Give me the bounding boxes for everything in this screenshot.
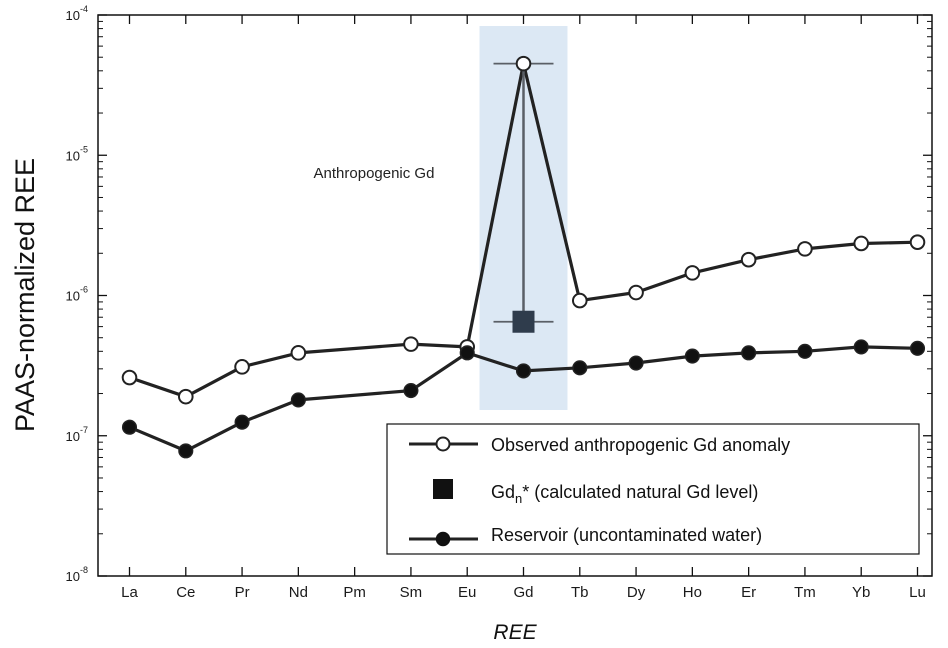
y-ticks: 10-8 10-7 10-6 10-5 10-4: [66, 4, 932, 584]
series-markers: [121, 55, 926, 459]
reservoir-point: [909, 340, 926, 356]
series-line-1: [128, 345, 918, 453]
reservoir-point: [234, 414, 250, 430]
observed-point: [684, 265, 701, 281]
legend-box: [386, 423, 920, 555]
observed-point: [234, 359, 250, 375]
observed-point: [740, 251, 757, 268]
reservoir-point: [121, 419, 138, 435]
legend: Observed anthropogenic Gd anomaly Gdn* (…: [386, 423, 920, 555]
reservoir-point: [459, 345, 475, 361]
y-tick-label: 10-4: [66, 4, 88, 23]
series-lines: [128, 61, 918, 453]
reservoir-point: [741, 345, 757, 361]
reservoir-point: [403, 383, 419, 399]
legend-label-reservoir: Reservoir (uncontaminated water): [491, 525, 762, 545]
x-tick-label: Lu: [909, 584, 926, 601]
observed-point: [515, 55, 532, 72]
observed-point: [403, 336, 419, 352]
x-tick-label: Ce: [176, 584, 195, 601]
observed-point: [121, 369, 138, 386]
x-tick-label: Ho: [683, 584, 702, 601]
gd-natural-marker: [493, 62, 554, 333]
reservoir-point: [290, 392, 306, 408]
observed-point: [290, 345, 307, 361]
reservoir-point: [628, 355, 644, 371]
observed-point: [177, 388, 194, 405]
x-tick-label: Nd: [289, 584, 308, 601]
x-tick-label: Gd: [513, 584, 533, 601]
reservoir-point: [853, 339, 869, 355]
annotation-anthropogenic-gd: Anthropogenic Gd: [314, 165, 435, 182]
observed-point: [909, 234, 926, 250]
x-tick-label: Tm: [794, 584, 816, 601]
legend-marker-gdn: [433, 479, 453, 499]
reservoir-point: [572, 360, 588, 376]
y-tick-label: 10-7: [66, 425, 88, 444]
gd-natural-square: [512, 310, 535, 333]
x-tick-label: Pr: [235, 584, 250, 601]
legend-label-observed: Observed anthropogenic Gd anomaly: [491, 435, 790, 455]
x-tick-label: Dy: [627, 584, 646, 601]
reservoir-point: [178, 443, 194, 459]
observed-point: [628, 284, 644, 301]
legend-marker-reservoir: [435, 531, 451, 547]
observed-point: [853, 235, 870, 252]
y-axis-title: PAAS-normalized REE: [10, 158, 40, 432]
x-tick-label: Sm: [400, 584, 423, 601]
legend-marker-observed: [435, 436, 451, 452]
x-tick-label: Er: [741, 584, 756, 601]
x-tick-label: La: [121, 584, 138, 601]
reservoir-point: [684, 348, 700, 364]
x-tick-label: Tb: [571, 584, 589, 601]
observed-point: [797, 241, 813, 257]
series-line-0: [128, 61, 918, 399]
reservoir-point: [797, 343, 813, 359]
y-tick-label: 10-5: [66, 144, 88, 163]
y-tick-label: 10-8: [66, 565, 88, 584]
y-tick-label: 10-6: [66, 285, 88, 304]
reservoir-point: [515, 363, 532, 379]
legend-label-gdn: Gdn* (calculated natural Gd level): [491, 482, 758, 506]
x-tick-label: Eu: [458, 584, 476, 601]
x-tick-label: Yb: [852, 584, 870, 601]
x-tick-label: Pm: [343, 584, 366, 601]
observed-point: [571, 292, 588, 309]
x-axis-title: REE: [493, 621, 537, 644]
x-ticks: La Ce Pr Nd Pm Sm Eu Gd Tb Dy Ho Er Tm Yb Lu: [121, 15, 926, 601]
